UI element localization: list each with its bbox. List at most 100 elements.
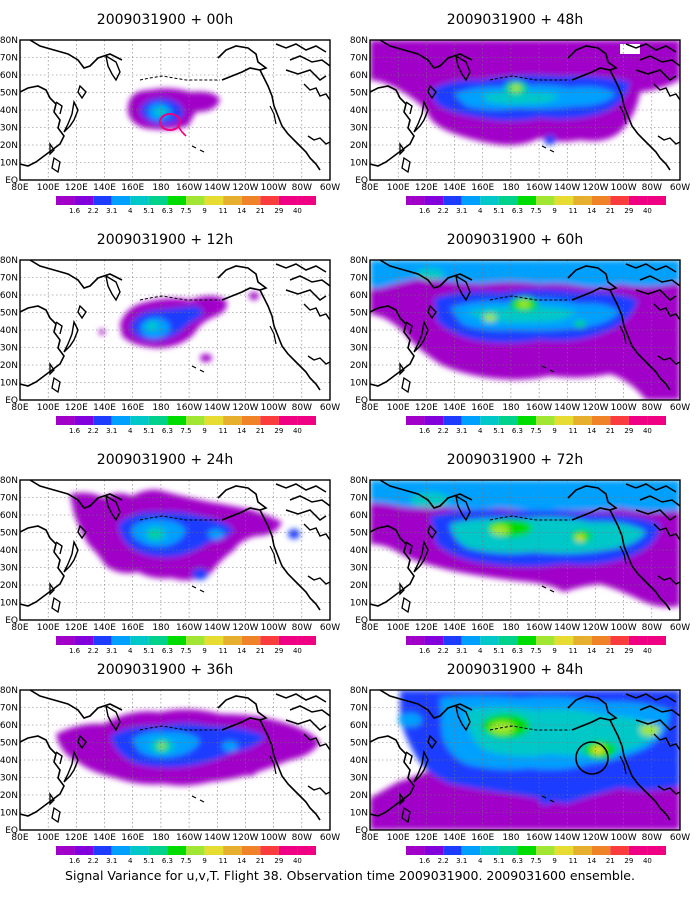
longitude-label: 120W bbox=[582, 183, 608, 193]
longitude-label: 180 bbox=[152, 623, 169, 633]
colorbar-swatch bbox=[443, 416, 462, 425]
longitude-label: 180 bbox=[152, 183, 169, 193]
colorbar-label: 40 bbox=[293, 647, 302, 655]
latitude-label: 70N bbox=[350, 54, 368, 64]
latitude-label: 40N bbox=[350, 106, 368, 116]
latitude-label: 30N bbox=[350, 774, 368, 784]
colorbar-label: 6.3 bbox=[512, 647, 523, 655]
colorbar-label: 1.6 bbox=[419, 647, 431, 655]
colorbar-label: 5.1 bbox=[143, 207, 154, 215]
colorbar-swatch bbox=[260, 416, 279, 425]
colorbar-label: 29 bbox=[274, 427, 283, 435]
colorbar-swatch bbox=[74, 636, 94, 645]
latitude-label: 70N bbox=[350, 704, 368, 714]
latitude-label: 20N bbox=[0, 361, 18, 371]
colorbar-label: 21 bbox=[606, 427, 615, 435]
colorbar-label: 9 bbox=[202, 647, 206, 655]
colorbar-swatch bbox=[297, 636, 316, 645]
colorbar-label: 2.2 bbox=[88, 427, 99, 435]
colorbar-swatch bbox=[148, 416, 168, 425]
longitude-label: 100E bbox=[387, 833, 410, 843]
colorbar-swatch bbox=[93, 636, 112, 645]
longitude-label: 120W bbox=[582, 403, 608, 413]
colorbar-swatch bbox=[130, 846, 149, 855]
latitude-label: EQ bbox=[355, 176, 368, 186]
longitude-label: 160E bbox=[121, 183, 144, 193]
latitude-label: 80N bbox=[0, 476, 18, 486]
colorbar-label: 6.3 bbox=[162, 427, 173, 435]
colorbar-swatch bbox=[93, 196, 112, 205]
longitude-label: 80E bbox=[361, 403, 378, 413]
colorbar-swatch bbox=[186, 416, 205, 425]
colorbar-label: 14 bbox=[237, 647, 246, 655]
latitude-label: 70N bbox=[0, 54, 18, 64]
colorbar-swatch bbox=[498, 416, 518, 425]
colorbar-label: 6.3 bbox=[162, 207, 173, 215]
colorbar-label: 4 bbox=[478, 647, 483, 655]
colorbar-label: 9 bbox=[202, 207, 206, 215]
longitude-label: 160E bbox=[121, 833, 144, 843]
colorbar-label: 29 bbox=[624, 207, 633, 215]
longitude-label: 60W bbox=[670, 183, 690, 193]
colorbar-label: 1.6 bbox=[69, 857, 81, 865]
colorbar-swatch bbox=[204, 636, 224, 645]
longitude-label: 160W bbox=[176, 623, 202, 633]
panel-annotations: 2009031900 + 84h 80N 70N 60N 50N 40N 30N 20N 10N… bbox=[350, 662, 690, 865]
panel-annotations: 2009031900 + 24h 80N 70N 60N 50N 40N 30N 20N 10N… bbox=[0, 452, 340, 655]
latitude-label: 30N bbox=[350, 564, 368, 574]
colorbar-swatch bbox=[536, 846, 555, 855]
colorbar-swatch bbox=[56, 416, 75, 425]
colorbar-swatch bbox=[278, 636, 298, 645]
colorbar-label: 11 bbox=[219, 647, 228, 655]
colorbar-swatch bbox=[111, 636, 131, 645]
latitude-label: 50N bbox=[350, 309, 368, 319]
longitude-label: 120E bbox=[415, 183, 438, 193]
panel-annotations: 2009031900 + 48h 80N 70N 60N 50N 40N 30N 20N 10N… bbox=[350, 12, 690, 215]
colorbar-swatch bbox=[554, 416, 574, 425]
colorbar-label: 9 bbox=[552, 207, 556, 215]
longitude-label: 160W bbox=[526, 403, 552, 413]
colorbar-label: 11 bbox=[569, 647, 578, 655]
colorbar-label: 29 bbox=[624, 427, 633, 435]
colorbar-swatch bbox=[461, 636, 481, 645]
latitude-label: 30N bbox=[350, 124, 368, 134]
latitude-label: 30N bbox=[0, 124, 18, 134]
longitude-label: 60W bbox=[670, 623, 690, 633]
panel-annotations: 2009031900 + 72h 80N 70N 60N 50N 40N 30N 20N 10N… bbox=[350, 452, 690, 655]
panel-annotations: 2009031900 + 12h 80N 70N 60N 50N 40N 30N 20N 10N… bbox=[0, 232, 340, 435]
latitude-label: 40N bbox=[0, 756, 18, 766]
latitude-label: 10N bbox=[350, 159, 368, 169]
colorbar-label: 21 bbox=[606, 647, 615, 655]
colorbar-label: 3.1 bbox=[456, 427, 467, 435]
longitude-label: 120W bbox=[232, 183, 258, 193]
colorbar-swatch bbox=[204, 846, 224, 855]
colorbar-swatch bbox=[278, 416, 298, 425]
colorbar-swatch bbox=[278, 196, 298, 205]
colorbar-swatch bbox=[647, 636, 666, 645]
longitude-label: 60W bbox=[320, 403, 340, 413]
colorbar-swatch bbox=[74, 196, 94, 205]
colorbar-swatch bbox=[186, 846, 205, 855]
colorbar-label: 9 bbox=[552, 427, 556, 435]
colorbar-swatch bbox=[167, 416, 186, 425]
colorbar-swatch bbox=[223, 196, 242, 205]
colorbar-label: 40 bbox=[293, 427, 302, 435]
latitude-label: 80N bbox=[0, 256, 18, 266]
colorbar-label: 4 bbox=[478, 427, 483, 435]
longitude-label: 120E bbox=[65, 183, 88, 193]
longitude-label: 120W bbox=[582, 833, 608, 843]
colorbar-label: 21 bbox=[256, 647, 265, 655]
panel-annotations: 2009031900 + 00h 80N 70N 60N 50N 40N 30N 20N 10N… bbox=[0, 12, 340, 215]
colorbar-label: 21 bbox=[256, 857, 265, 865]
latitude-label: 80N bbox=[350, 476, 368, 486]
latitude-label: 30N bbox=[0, 564, 18, 574]
colorbar-swatch bbox=[573, 636, 592, 645]
colorbar-label: 11 bbox=[219, 857, 228, 865]
colorbar-swatch bbox=[573, 846, 592, 855]
longitude-label: 160E bbox=[471, 183, 494, 193]
longitude-label: 100W bbox=[261, 403, 287, 413]
colorbar-label: 4 bbox=[128, 857, 133, 865]
colorbar-label: 1.6 bbox=[69, 427, 81, 435]
colorbar-swatch bbox=[223, 846, 242, 855]
longitude-label: 100W bbox=[611, 183, 637, 193]
